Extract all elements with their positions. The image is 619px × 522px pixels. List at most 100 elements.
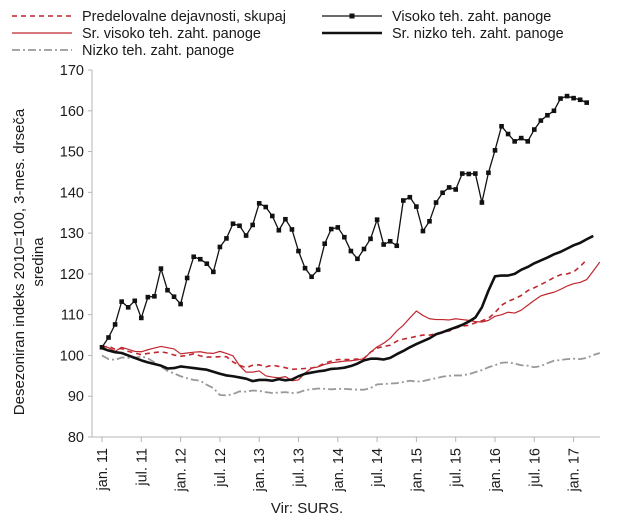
- x-axis-ticks: jan. 11 jul. 11 jan. 12 jul. 12 jan. 13 jul. …: [95, 437, 583, 493]
- series-point: [518, 135, 524, 141]
- x-tick-label: jul. 16: [527, 448, 543, 488]
- series-point: [466, 171, 472, 177]
- series-point: [289, 227, 295, 232]
- series-line-3: [101, 234, 594, 383]
- series-point: [335, 225, 341, 230]
- series-point: [368, 236, 373, 242]
- y-tick-label: 130: [60, 226, 84, 242]
- series-point: [558, 96, 563, 101]
- series-point: [270, 213, 275, 219]
- series-point: [250, 222, 255, 228]
- series-point: [532, 127, 537, 132]
- series-point: [302, 265, 308, 271]
- series-point: [322, 241, 327, 247]
- y-tick-label: 110: [61, 308, 84, 324]
- y-axis-title-line-1: Desezoniran indeks 2010=100, 3-mes. drse…: [11, 108, 28, 415]
- x-tick-label: jul. 11: [134, 448, 150, 487]
- series-point: [139, 315, 144, 321]
- series-point: [152, 294, 157, 299]
- series-point: [158, 266, 164, 271]
- series-point: [125, 305, 131, 310]
- series-point: [230, 221, 236, 227]
- series-point: [545, 112, 550, 118]
- series-point: [401, 198, 406, 203]
- series-point: [355, 256, 360, 262]
- series-line-0: [101, 259, 588, 371]
- series-point: [453, 187, 458, 192]
- series-point: [197, 256, 203, 262]
- series-point: [256, 201, 262, 206]
- series-point: [224, 236, 229, 241]
- y-tick-label: 80: [68, 430, 84, 446]
- series-point: [171, 294, 177, 300]
- series-line-1: [101, 95, 587, 348]
- legend-label-sr-nizko: Sr. nizko teh. zaht. panoge: [392, 26, 564, 42]
- x-tick-label: jul. 15: [449, 448, 465, 488]
- y-tick-label: 100: [60, 348, 84, 364]
- x-tick-label: jul. 13: [292, 448, 308, 488]
- legend-label-nizko: Nizko teh. zaht. panoge: [82, 43, 234, 59]
- series-point: [211, 269, 216, 275]
- x-tick-label: jan. 12: [174, 448, 190, 493]
- series-point: [374, 217, 380, 222]
- series-point: [112, 322, 118, 327]
- series-point: [217, 244, 223, 250]
- y-axis-ticks: 80 90 100 110 120 130 140 150 160 170: [60, 63, 92, 446]
- series-point: [440, 190, 445, 196]
- series-point: [564, 93, 570, 99]
- series-point: [361, 246, 367, 252]
- y-axis-title-line-2: sredina: [30, 237, 47, 287]
- y-tick-label: 150: [60, 145, 84, 161]
- series-point: [414, 204, 419, 209]
- y-tick-label: 140: [60, 185, 84, 201]
- series-point: [577, 97, 583, 103]
- y-tick-label: 90: [68, 389, 84, 405]
- series-layer: [99, 93, 601, 397]
- series-point: [276, 227, 282, 233]
- series-point: [328, 226, 334, 232]
- series-point: [184, 275, 190, 281]
- series-point: [459, 171, 465, 176]
- legend-marker-visoko: [349, 13, 355, 19]
- x-tick-label: jan. 15: [409, 448, 425, 493]
- series-point: [99, 344, 105, 350]
- series-point: [309, 274, 314, 280]
- series-point: [571, 95, 576, 101]
- x-tick-label: jul. 12: [213, 448, 229, 488]
- y-tick-label: 160: [60, 104, 84, 120]
- series-point: [525, 139, 531, 144]
- y-tick-label: 170: [60, 63, 84, 79]
- series-point: [512, 139, 517, 144]
- legend: Predelovalne dejavnosti, skupaj Visoko t…: [12, 9, 564, 59]
- series-point: [283, 216, 288, 222]
- series-point: [119, 299, 124, 304]
- series-point: [106, 335, 111, 340]
- legend-label-predelovalne: Predelovalne dejavnosti, skupaj: [82, 9, 286, 25]
- series-point: [473, 171, 478, 176]
- series-point: [394, 243, 400, 249]
- series-point: [407, 194, 413, 200]
- series-point: [132, 298, 138, 304]
- series-point: [551, 108, 557, 114]
- series-point: [237, 223, 242, 229]
- series-point: [191, 254, 196, 260]
- series-point: [492, 148, 498, 153]
- x-tick-label: jan. 17: [567, 448, 583, 493]
- x-tick-label: jan. 11: [95, 448, 111, 491]
- x-tick-label: jul. 14: [370, 448, 386, 488]
- series-point: [315, 267, 321, 273]
- series-point: [204, 261, 210, 266]
- series-point: [584, 100, 589, 105]
- y-tick-label: 120: [60, 267, 84, 283]
- x-tick-label: jan. 16: [488, 448, 504, 493]
- series-point: [479, 200, 485, 205]
- series-point: [165, 287, 170, 293]
- series-point: [427, 218, 432, 224]
- series-point: [348, 248, 354, 254]
- series-point: [381, 242, 386, 247]
- legend-label-sr-visoko: Sr. visoko teh. zaht. panoge: [82, 26, 261, 42]
- x-axis-title: Vir: SURS.: [271, 500, 343, 517]
- series-point: [538, 118, 544, 123]
- x-tick-label: jan. 14: [331, 448, 347, 493]
